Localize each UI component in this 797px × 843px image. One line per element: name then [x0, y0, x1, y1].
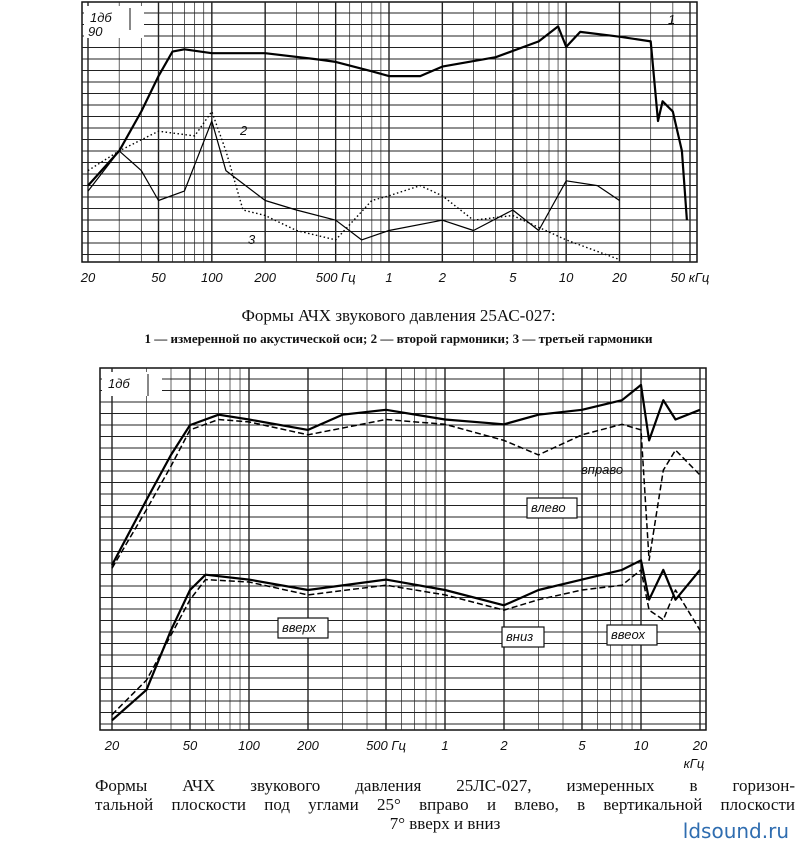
- x-tick-label: 1: [441, 738, 448, 753]
- scale-label: 1дб: [108, 376, 130, 391]
- x-unit-label: кГц: [684, 756, 705, 771]
- scale-label: 1дб: [90, 10, 112, 25]
- chart2-caption: Формы АЧХ звукового давления 25ЛС-027, и…: [95, 776, 795, 833]
- series-line-2: [87, 110, 620, 261]
- curve-label-box: [606, 624, 658, 646]
- caption-line: 7° вверх и вниз: [389, 814, 501, 833]
- x-tick-label: 5: [509, 270, 517, 285]
- x-tick-label: 200: [253, 270, 276, 285]
- ref-level-label: 90: [88, 24, 103, 39]
- x-tick-label: 500 Гц: [316, 270, 356, 285]
- chart1-title: Формы АЧХ звукового давления 25АС-027:: [241, 306, 556, 325]
- x-tick-label: 20: [104, 738, 120, 753]
- x-tick-label: 1: [385, 270, 392, 285]
- x-tick-label: 50: [151, 270, 166, 285]
- curve-label-box: [277, 617, 329, 639]
- x-tick-label: 50: [183, 738, 198, 753]
- x-tick-label: 2: [499, 738, 508, 753]
- caption-line: тальной плоскости под углами 25° вправо …: [95, 795, 795, 814]
- curve-label: 3: [248, 232, 256, 247]
- curve-label-box: [501, 626, 545, 648]
- curve-label: вправо: [581, 462, 623, 477]
- x-tick-label: 10: [559, 270, 574, 285]
- curve-label: вниз: [506, 629, 533, 644]
- x-tick-label: 200: [296, 738, 319, 753]
- scale-label-box: [84, 6, 144, 38]
- chart1-legend: 1 — измеренной по акустической оси; 2 — …: [144, 331, 653, 346]
- plot-frame: [99, 367, 707, 731]
- x-tick-label: 5: [578, 738, 586, 753]
- curve-label: 2: [239, 123, 248, 138]
- curve-label: вверх: [282, 620, 316, 635]
- x-tick-label: 100: [238, 738, 260, 753]
- x-tick-label: 20: [692, 738, 708, 753]
- series-line-вправо: [111, 383, 701, 566]
- scale-label-box: [102, 372, 162, 396]
- series-line-1: [87, 25, 688, 221]
- chart-2: 20 50 100 200 500 Гц 1 2 5 10 20 1дб кГц: [99, 367, 708, 771]
- x-tick-label: 50 кГц: [671, 270, 710, 285]
- series-line-вниз: [111, 569, 701, 716]
- x-tick-label: 100: [201, 270, 223, 285]
- watermark: ldsound.ru: [682, 819, 789, 843]
- curve-label-box: [526, 497, 578, 519]
- curve-label: влево: [531, 500, 566, 515]
- curve-label: ввеох: [611, 627, 645, 642]
- x-tick-label: 20: [80, 270, 96, 285]
- x-tick-label: 2: [438, 270, 447, 285]
- series-line-3: [87, 120, 620, 241]
- x-tick-label: 20: [611, 270, 627, 285]
- x-tick-label: 10: [634, 738, 649, 753]
- caption-line: Формы АЧХ звукового давления 25ЛС-027, и…: [95, 776, 795, 795]
- series-line-вверх: [111, 559, 701, 722]
- curve-label: 1: [668, 12, 675, 27]
- x-tick-label: 500 Гц: [366, 738, 406, 753]
